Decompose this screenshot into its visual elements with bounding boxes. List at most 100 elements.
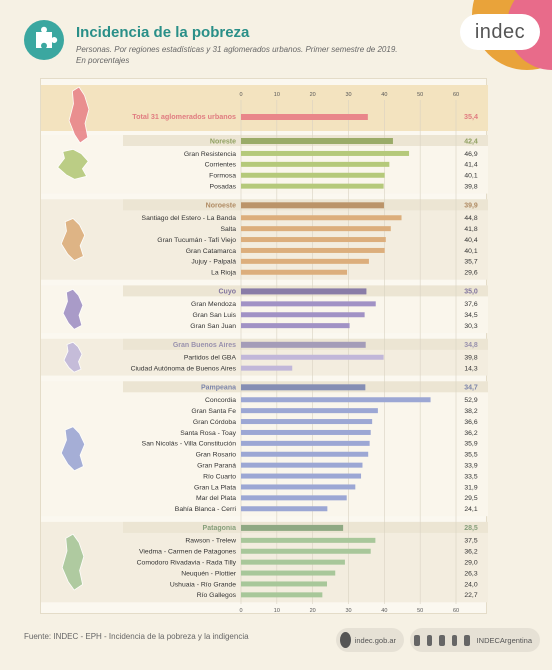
city-value-label: 24,0 [464, 581, 477, 588]
x-tick-label-top: 60 [453, 92, 459, 98]
region-map-gran-buenos-aires-icon [63, 341, 83, 373]
region-value-label: 39,9 [464, 203, 478, 210]
city-value-label: 37,5 [464, 538, 477, 545]
region-map-cuyo-icon [62, 288, 84, 330]
region-bar [241, 384, 366, 391]
city-bar [241, 215, 402, 221]
city-label: Neuquén - Plottier [181, 570, 237, 577]
city-value-label: 39,8 [464, 183, 477, 190]
x-tick-label-bottom: 60 [453, 608, 459, 614]
city-label: Corrientes [205, 162, 237, 169]
total-band [41, 85, 488, 131]
city-value-label: 35,7 [464, 259, 477, 266]
city-bar [241, 172, 385, 178]
city-label: Gran Paraná [197, 462, 236, 469]
social-handle: INDECArgentina [476, 635, 533, 645]
city-bar [241, 161, 390, 167]
city-label: Jujuy - Palpalá [191, 259, 236, 266]
region-bar [241, 288, 367, 295]
facebook-icon[interactable] [426, 634, 433, 646]
city-bar [241, 301, 376, 307]
source-note: Fuente: INDEC - EPH - Incidencia de la p… [24, 632, 249, 641]
total-value-label: 35,4 [464, 112, 478, 121]
linkedin-icon[interactable] [451, 634, 458, 646]
city-label: Gran Resistencia [184, 151, 236, 158]
indec-logo: indec [460, 14, 540, 50]
page-title: Incidencia de la pobreza [76, 24, 250, 41]
city-value-label: 33,9 [464, 462, 477, 469]
x-tick-label-bottom: 30 [345, 608, 351, 614]
region-bar [241, 138, 393, 144]
city-value-label: 26,3 [464, 570, 477, 577]
city-label: Mar del Plata [196, 495, 236, 502]
chart-panel: 0 0 10 10 20 20 30 30 40 40 50 50 60 60 Total 31 aglom… [40, 78, 488, 614]
region-label: Noroeste [206, 203, 236, 210]
x-tick-label-top: 20 [310, 92, 316, 98]
total-label: Total 31 aglomerados urbanos [132, 112, 236, 121]
city-value-label: 39,8 [464, 355, 477, 362]
city-label: Santiago del Estero - La Banda [142, 215, 237, 222]
city-label: Partidos del GBA [184, 355, 237, 362]
region-map-pampeana-icon [60, 426, 86, 472]
city-bar [241, 495, 347, 501]
city-value-label: 14,3 [464, 365, 477, 372]
city-label: Rawson - Trelew [185, 538, 236, 545]
city-label: Ciudad Autónoma de Buenos Aires [131, 365, 237, 372]
region-label: Noreste [210, 138, 236, 145]
city-bar [241, 408, 378, 414]
website-label: indec.gob.ar [354, 635, 396, 645]
city-value-label: 34,5 [464, 312, 477, 319]
city-value-label: 41,4 [464, 162, 477, 169]
city-value-label: 46,9 [464, 151, 477, 158]
city-label: Gran Rosario [196, 452, 237, 459]
twitter-icon[interactable] [414, 634, 420, 646]
city-bar [241, 323, 350, 329]
region-band [41, 381, 488, 517]
city-bar [241, 150, 410, 156]
subtitle-line-2: En porcentajes [76, 56, 130, 65]
city-bar [241, 440, 370, 446]
city-value-label: 31,9 [464, 484, 477, 491]
city-label: Gran San Juan [190, 323, 236, 330]
city-value-label: 29,6 [464, 270, 477, 277]
region-value-label: 28,5 [464, 525, 478, 532]
city-bar [241, 397, 431, 403]
city-bar [241, 451, 369, 457]
city-value-label: 24,1 [464, 506, 477, 513]
city-value-label: 36,2 [464, 430, 477, 437]
x-tick-label-bottom: 50 [417, 608, 423, 614]
city-bar [241, 226, 391, 232]
region-value-label: 35,0 [464, 289, 478, 296]
region-bar [241, 341, 366, 348]
city-label: Gran Mendoza [191, 301, 236, 308]
x-tick-label-bottom: 20 [310, 608, 316, 614]
city-bar [241, 365, 293, 371]
x-tick-label-top: 50 [417, 92, 423, 98]
city-bar [241, 592, 323, 598]
city-bar [241, 269, 348, 275]
city-label: Río Gallegos [197, 592, 237, 599]
youtube-icon[interactable] [464, 634, 470, 646]
city-bar [241, 570, 336, 576]
city-bar [241, 419, 373, 425]
region-map-patagonia-icon [61, 533, 85, 591]
instagram-icon[interactable] [439, 634, 445, 646]
puzzle-icon [24, 20, 64, 60]
city-label: Gran Tucumán - Tafí Viejo [157, 237, 236, 244]
city-value-label: 29,0 [464, 559, 477, 566]
city-label: Concordia [205, 397, 236, 404]
city-label: Comodoro Rivadavia - Rada Tilly [137, 559, 237, 566]
total-bar [241, 114, 368, 120]
city-label: Gran Catamarca [186, 248, 236, 255]
x-tick-label-top: 0 [239, 92, 242, 98]
city-value-label: 36,2 [464, 549, 477, 556]
website-link[interactable]: indec.gob.ar [336, 628, 404, 652]
city-value-label: 37,6 [464, 301, 477, 308]
city-value-label: 38,2 [464, 408, 477, 415]
region-label: Gran Buenos Aires [173, 342, 236, 349]
region-value-label: 34,7 [464, 385, 478, 392]
city-label: Ushuaia - Río Grande [170, 581, 236, 588]
web-icon [340, 632, 351, 648]
city-label: San Nicolás - Villa Constitución [142, 441, 237, 448]
social-links[interactable]: INDECArgentina [410, 628, 540, 652]
